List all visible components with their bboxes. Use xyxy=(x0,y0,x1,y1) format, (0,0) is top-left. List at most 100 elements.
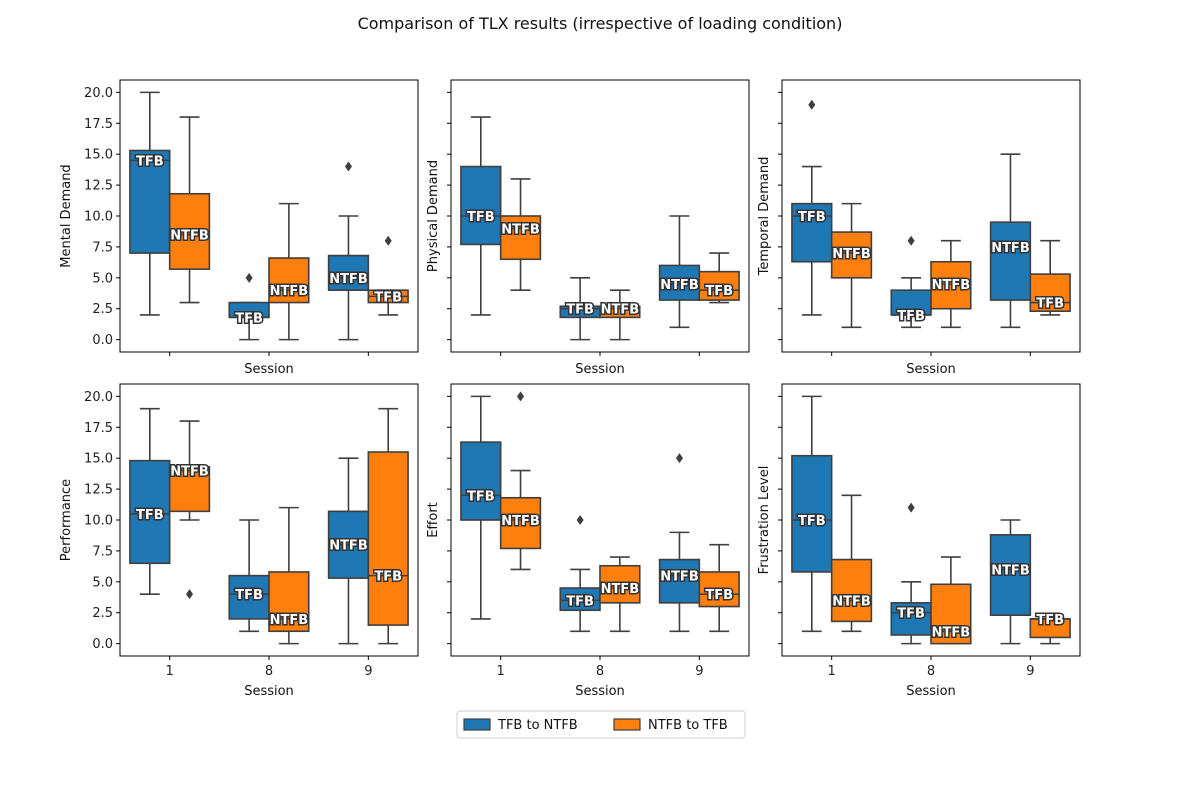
box-median-label: NTFB xyxy=(660,570,699,585)
x-tick-label: 9 xyxy=(1026,664,1034,679)
box-ntfb-to-tfb-session-8: NTFB xyxy=(599,556,641,633)
iqr-box xyxy=(599,564,641,604)
box-median-label: NTFB xyxy=(601,303,640,318)
box-tfb-to-ntfb-session-8: TFB xyxy=(559,277,601,341)
box-ntfb-to-tfb-session-1: NTFB xyxy=(169,420,210,600)
iqr-box xyxy=(1029,273,1071,313)
legend-swatch xyxy=(613,718,641,731)
box-median-label: NTFB xyxy=(501,222,540,237)
x-tick-label: 9 xyxy=(695,664,703,679)
outlier-marker xyxy=(576,515,584,525)
box-median-label: TFB xyxy=(798,210,826,225)
iqr-box xyxy=(129,149,171,254)
box-tfb-to-ntfb-session-9: NTFB xyxy=(990,153,1031,329)
x-axis-label: Session xyxy=(575,684,625,699)
iqr-box xyxy=(930,260,972,310)
iqr-box xyxy=(658,264,701,301)
y-axis-label: Frustration Level xyxy=(757,466,772,575)
box-tfb-to-ntfb-session-8: TFB xyxy=(559,515,601,633)
box-median-label: TFB xyxy=(1036,613,1064,628)
box-median-label: TFB xyxy=(467,489,495,504)
box-tfb-to-ntfb-session-8: TFB xyxy=(890,502,932,645)
box-ntfb-to-tfb-session-8: NTFB xyxy=(268,202,310,341)
y-tick-label: 2.5 xyxy=(92,606,113,621)
iqr-box xyxy=(989,534,1032,617)
box-ntfb-to-tfb-session-9: TFB xyxy=(698,252,740,304)
y-axis-label: Temporal Demand xyxy=(757,157,772,277)
iqr-box xyxy=(830,558,873,623)
box-median-label: NTFB xyxy=(991,241,1030,256)
box-median-label: NTFB xyxy=(329,272,368,287)
box-median-label: TFB xyxy=(566,303,594,318)
box-ntfb-to-tfb-session-9: TFB xyxy=(1029,611,1071,645)
outlier-marker xyxy=(186,589,194,600)
box-tfb-to-ntfb-session-8: TFB xyxy=(228,272,270,341)
x-tick-label: 1 xyxy=(828,664,836,679)
legend: TFB to NTFB NTFB to TFB xyxy=(456,710,746,739)
iqr-box xyxy=(830,231,873,279)
box-median-label: TFB xyxy=(467,210,495,225)
x-axis-label: Session xyxy=(244,362,294,377)
iqr-box xyxy=(890,602,932,636)
box-median-label: NTFB xyxy=(501,514,540,529)
box-median-label: NTFB xyxy=(832,247,871,262)
x-tick-label: 9 xyxy=(364,664,372,679)
box-median-label: NTFB xyxy=(170,229,209,244)
outlier-marker xyxy=(344,161,352,172)
x-tick-label: 8 xyxy=(265,664,273,679)
legend-frame xyxy=(456,710,746,739)
box-median-label: NTFB xyxy=(991,563,1030,578)
box-tfb-to-ntfb-session-9: NTFB xyxy=(989,519,1032,645)
box-tfb-to-ntfb-session-1: TFB xyxy=(460,395,502,620)
box-ntfb-to-tfb-session-1: NTFB xyxy=(500,391,541,571)
outlier-marker xyxy=(675,453,683,464)
box-ntfb-to-tfb-session-1: NTFB xyxy=(830,494,873,633)
box-median-label: TFB xyxy=(705,588,733,603)
iqr-box xyxy=(327,254,370,291)
box-median-label: TFB xyxy=(1036,297,1064,312)
y-tick-label: 10.0 xyxy=(84,514,113,529)
figure-title: Comparison of TLX results (irrespective … xyxy=(358,14,843,33)
x-axis-label: Session xyxy=(906,684,956,699)
iqr-box xyxy=(930,583,972,645)
y-axis-label: Mental Demand xyxy=(59,164,74,267)
y-tick-label: 2.5 xyxy=(92,302,113,317)
iqr-box xyxy=(168,192,211,270)
box-median-label: TFB xyxy=(374,570,402,585)
iqr-box xyxy=(791,454,833,573)
outlier-marker xyxy=(245,272,253,283)
box-tfb-to-ntfb-session-9: NTFB xyxy=(659,453,700,633)
y-axis-label: Effort xyxy=(426,502,441,538)
legend-label: TFB to NTFB xyxy=(497,718,578,733)
x-axis-label: Session xyxy=(906,362,956,377)
iqr-box xyxy=(460,165,502,246)
box-tfb-to-ntfb-session-9: NTFB xyxy=(328,457,369,645)
y-tick-label: 15.0 xyxy=(84,148,113,163)
y-tick-label: 17.5 xyxy=(84,117,113,132)
box-ntfb-to-tfb-session-8: NTFB xyxy=(268,506,310,645)
panel-4: 0.0 2.5 5.0 7.5 10.0 12.5 15.0 17.5 20.0 Performa… xyxy=(59,383,419,699)
y-tick-label: 7.5 xyxy=(92,544,113,559)
box-tfb-to-ntfb-session-1: TFB xyxy=(129,91,171,316)
y-axis-label: Physical Demand xyxy=(426,160,441,272)
y-tick-label: 20.0 xyxy=(84,86,113,101)
panel-5: Effort 1 8 9 Session TFB TFB NTFB NTFB NTFB TFB xyxy=(426,383,750,699)
box-tfb-to-ntfb-session-1: TFB xyxy=(791,395,833,633)
box-median-label: TFB xyxy=(136,154,164,169)
x-axis-label: Session xyxy=(244,684,294,699)
legend-label: NTFB to TFB xyxy=(648,718,728,733)
iqr-box xyxy=(599,305,641,319)
iqr-box xyxy=(698,270,740,301)
box-median-label: TFB xyxy=(897,607,925,622)
box-median-label: NTFB xyxy=(270,613,309,628)
panel-6: Frustration Level 1 8 9 Session TFB TFB NTFB NTF… xyxy=(757,383,1081,699)
x-tick-label: 1 xyxy=(166,664,174,679)
box-ntfb-to-tfb-session-1: NTFB xyxy=(168,116,211,304)
box-tfb-to-ntfb-session-8: TFB xyxy=(890,235,932,329)
x-tick-label: 1 xyxy=(497,664,505,679)
box-median-label: TFB xyxy=(374,290,402,305)
box-ntfb-to-tfb-session-8: NTFB xyxy=(930,239,972,329)
y-tick-label: 5.0 xyxy=(92,271,113,286)
y-tick-label: 0.0 xyxy=(92,637,113,652)
